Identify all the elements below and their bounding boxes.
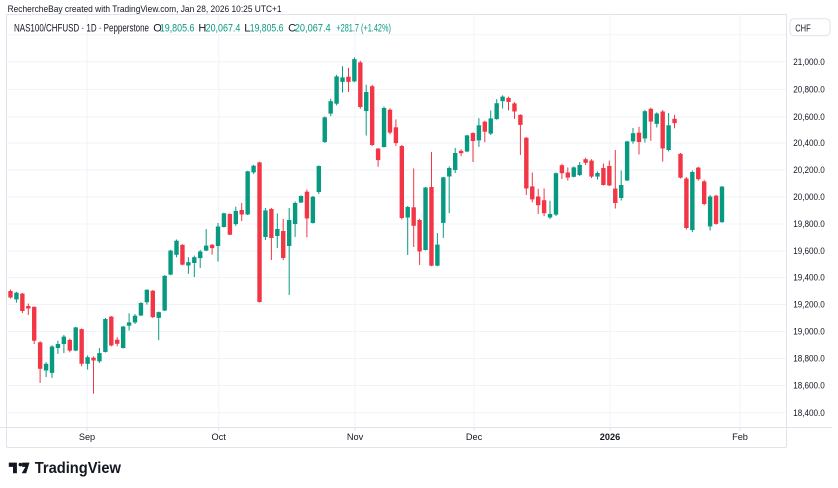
- svg-text:19,000.0: 19,000.0: [793, 327, 825, 337]
- svg-text:19,805.6: 19,805.6: [250, 23, 284, 35]
- svg-text:RechercheBay created with Trad: RechercheBay created with TradingView.co…: [8, 4, 282, 15]
- svg-text:20,200.0: 20,200.0: [793, 165, 825, 175]
- svg-text:C: C: [288, 23, 296, 35]
- svg-text:Dec: Dec: [466, 432, 483, 442]
- svg-text:20,000.0: 20,000.0: [793, 192, 825, 202]
- svg-text:H: H: [198, 23, 206, 35]
- svg-text:O: O: [153, 23, 162, 35]
- svg-text:Oct: Oct: [212, 432, 227, 442]
- svg-text:2026: 2026: [600, 432, 620, 442]
- svg-text:+281.7 (+1.42%): +281.7 (+1.42%): [336, 23, 391, 35]
- svg-text:18,400.0: 18,400.0: [793, 408, 825, 418]
- svg-text:20,800.0: 20,800.0: [793, 85, 825, 95]
- svg-text:20,067.4: 20,067.4: [206, 23, 241, 35]
- svg-text:20,600.0: 20,600.0: [793, 112, 825, 122]
- svg-text:Sep: Sep: [79, 432, 95, 442]
- svg-text:21,000.0: 21,000.0: [793, 57, 825, 67]
- svg-text:20,400.0: 20,400.0: [793, 138, 825, 148]
- svg-text:Feb: Feb: [732, 432, 748, 442]
- svg-text:19,400.0: 19,400.0: [793, 273, 825, 283]
- svg-text:19,600.0: 19,600.0: [793, 246, 825, 256]
- svg-text:CHF: CHF: [795, 23, 811, 34]
- svg-text:L: L: [244, 23, 250, 35]
- svg-text:19,200.0: 19,200.0: [793, 300, 825, 310]
- svg-text:20,067.4: 20,067.4: [295, 23, 331, 35]
- svg-text:19,805.6: 19,805.6: [160, 23, 195, 35]
- svg-text:19,800.0: 19,800.0: [793, 219, 825, 229]
- svg-text:18,600.0: 18,600.0: [793, 381, 825, 391]
- svg-text:Nov: Nov: [347, 432, 364, 442]
- svg-text:TradingView: TradingView: [35, 460, 122, 477]
- svg-text:NAS100/CHFUSD · 1D · Peppersto: NAS100/CHFUSD · 1D · Pepperstone: [14, 23, 149, 35]
- svg-text:18,800.0: 18,800.0: [793, 354, 825, 364]
